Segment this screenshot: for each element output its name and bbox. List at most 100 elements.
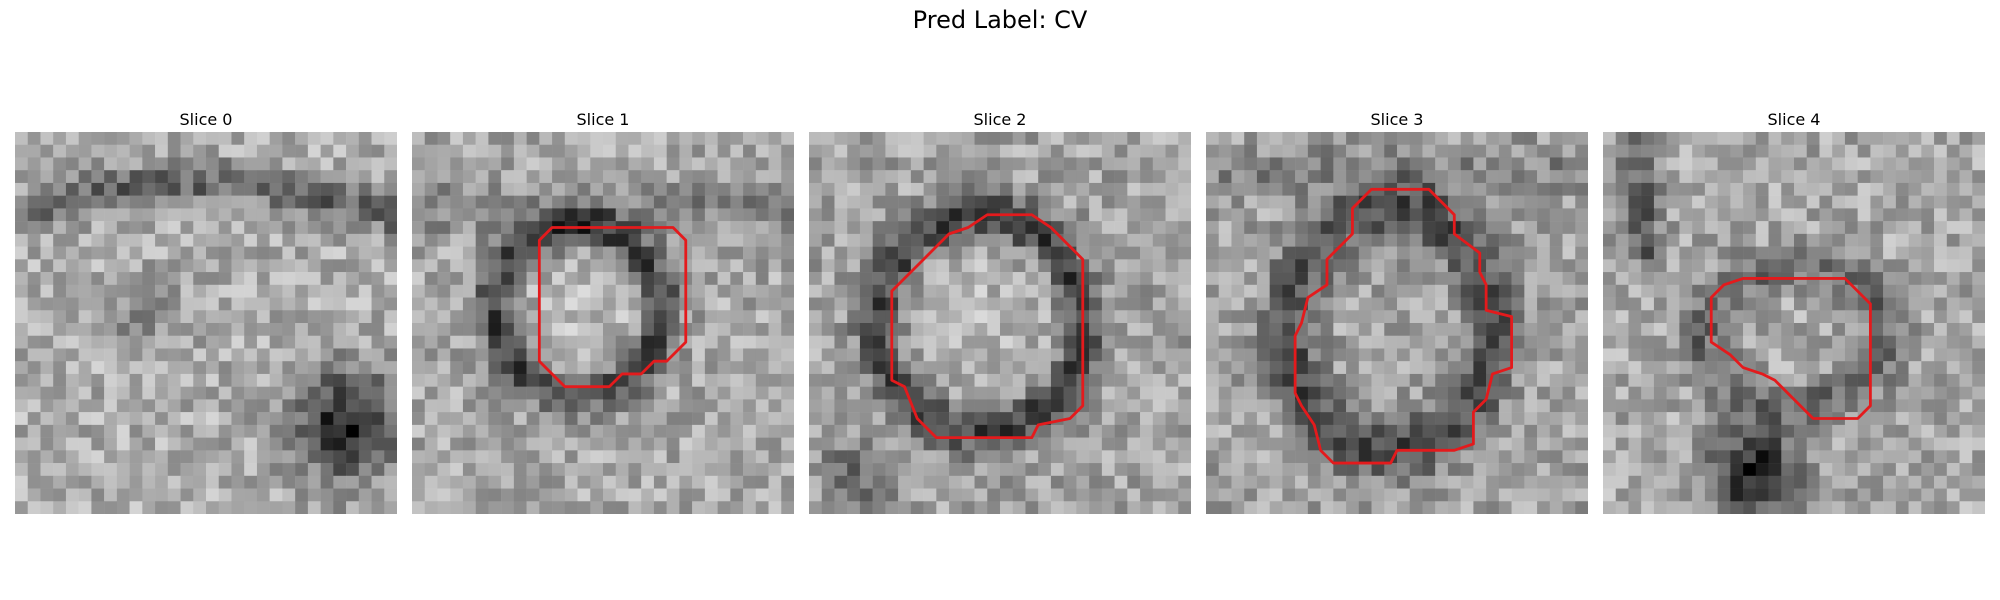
- pixel: [256, 399, 270, 413]
- pixel: [526, 412, 540, 426]
- pixel: [821, 144, 835, 158]
- pixel: [142, 208, 156, 222]
- pixel: [1371, 284, 1385, 298]
- pixel: [1012, 272, 1026, 286]
- pixel: [1076, 437, 1090, 451]
- pixel: [590, 323, 604, 336]
- pixel: [821, 399, 835, 413]
- pixel: [65, 144, 79, 158]
- pixel: [513, 284, 527, 298]
- pixel: [1603, 246, 1616, 260]
- pixel: [577, 323, 591, 336]
- pixel: [450, 373, 464, 387]
- pixel: [116, 323, 130, 336]
- pixel: [307, 246, 321, 260]
- pixel: [1076, 424, 1090, 438]
- pixel: [1959, 475, 1973, 489]
- pixel: [809, 361, 822, 375]
- pixel: [1641, 297, 1655, 311]
- pixel: [1549, 157, 1563, 171]
- pixel: [872, 195, 886, 209]
- pixel: [1883, 463, 1897, 477]
- pixel: [412, 144, 425, 158]
- pixel: [371, 450, 385, 464]
- pixel: [1603, 348, 1616, 362]
- pixel: [27, 195, 41, 209]
- pixel: [320, 437, 334, 451]
- pixel: [1409, 424, 1423, 438]
- pixel: [1717, 323, 1731, 336]
- pixel: [307, 323, 321, 336]
- pixel: [1101, 399, 1115, 413]
- pixel: [666, 323, 680, 336]
- pixel: [987, 475, 1001, 489]
- pixel: [358, 259, 372, 273]
- pixel: [53, 463, 67, 477]
- pixel: [1781, 144, 1795, 158]
- pixel: [847, 488, 861, 502]
- pixel: [384, 272, 397, 286]
- pixel: [1447, 132, 1461, 145]
- pixel: [1165, 373, 1179, 387]
- pixel: [1409, 310, 1423, 324]
- pixel: [717, 182, 731, 196]
- pixel: [1781, 488, 1795, 502]
- pixel: [1781, 208, 1795, 222]
- pixel: [1870, 501, 1884, 514]
- pixel: [821, 132, 835, 145]
- pixel: [1206, 399, 1219, 413]
- pixel: [412, 475, 425, 489]
- pixel: [730, 386, 744, 400]
- pixel: [1038, 335, 1052, 349]
- pixel: [1486, 450, 1500, 464]
- pixel: [78, 475, 92, 489]
- pixel: [231, 246, 245, 260]
- pixel: [1114, 310, 1128, 324]
- pixel: [333, 170, 347, 184]
- pixel: [307, 488, 321, 502]
- pixel: [1307, 501, 1321, 514]
- pixel: [78, 463, 92, 477]
- pixel: [1333, 450, 1347, 464]
- pixel: [1692, 361, 1706, 375]
- pixel: [78, 450, 92, 464]
- pixel: [155, 437, 169, 451]
- pixel: [923, 310, 937, 324]
- pixel: [898, 208, 912, 222]
- pixel: [333, 259, 347, 273]
- pixel: [1269, 144, 1283, 158]
- pixel: [1384, 399, 1398, 413]
- pixel: [1946, 361, 1960, 375]
- pixel: [1755, 297, 1769, 311]
- pixel: [231, 272, 245, 286]
- pixel: [333, 144, 347, 158]
- pixel: [1152, 284, 1166, 298]
- pixel: [1883, 284, 1897, 298]
- pixel: [1666, 144, 1680, 158]
- pixel: [142, 323, 156, 336]
- pixel: [1857, 412, 1871, 426]
- pixel: [1921, 424, 1935, 438]
- pixel: [1346, 157, 1360, 171]
- pixel: [231, 463, 245, 477]
- pixel: [1768, 348, 1782, 362]
- pixel: [755, 386, 769, 400]
- pixel: [1511, 221, 1525, 235]
- pixel: [590, 424, 604, 438]
- pixel: [809, 323, 822, 336]
- pixel: [704, 488, 718, 502]
- pixel: [91, 361, 105, 375]
- pixel: [104, 323, 118, 336]
- pixel: [1844, 297, 1858, 311]
- pixel: [1844, 132, 1858, 145]
- pixel: [1038, 424, 1052, 438]
- pixel: [1371, 348, 1385, 362]
- pixel: [936, 272, 950, 286]
- pixel: [1269, 488, 1283, 502]
- pixel: [1486, 361, 1500, 375]
- pixel: [961, 399, 975, 413]
- pixel: [1320, 297, 1334, 311]
- pixel: [552, 170, 566, 184]
- pixel: [193, 335, 207, 349]
- pixel: [1050, 182, 1064, 196]
